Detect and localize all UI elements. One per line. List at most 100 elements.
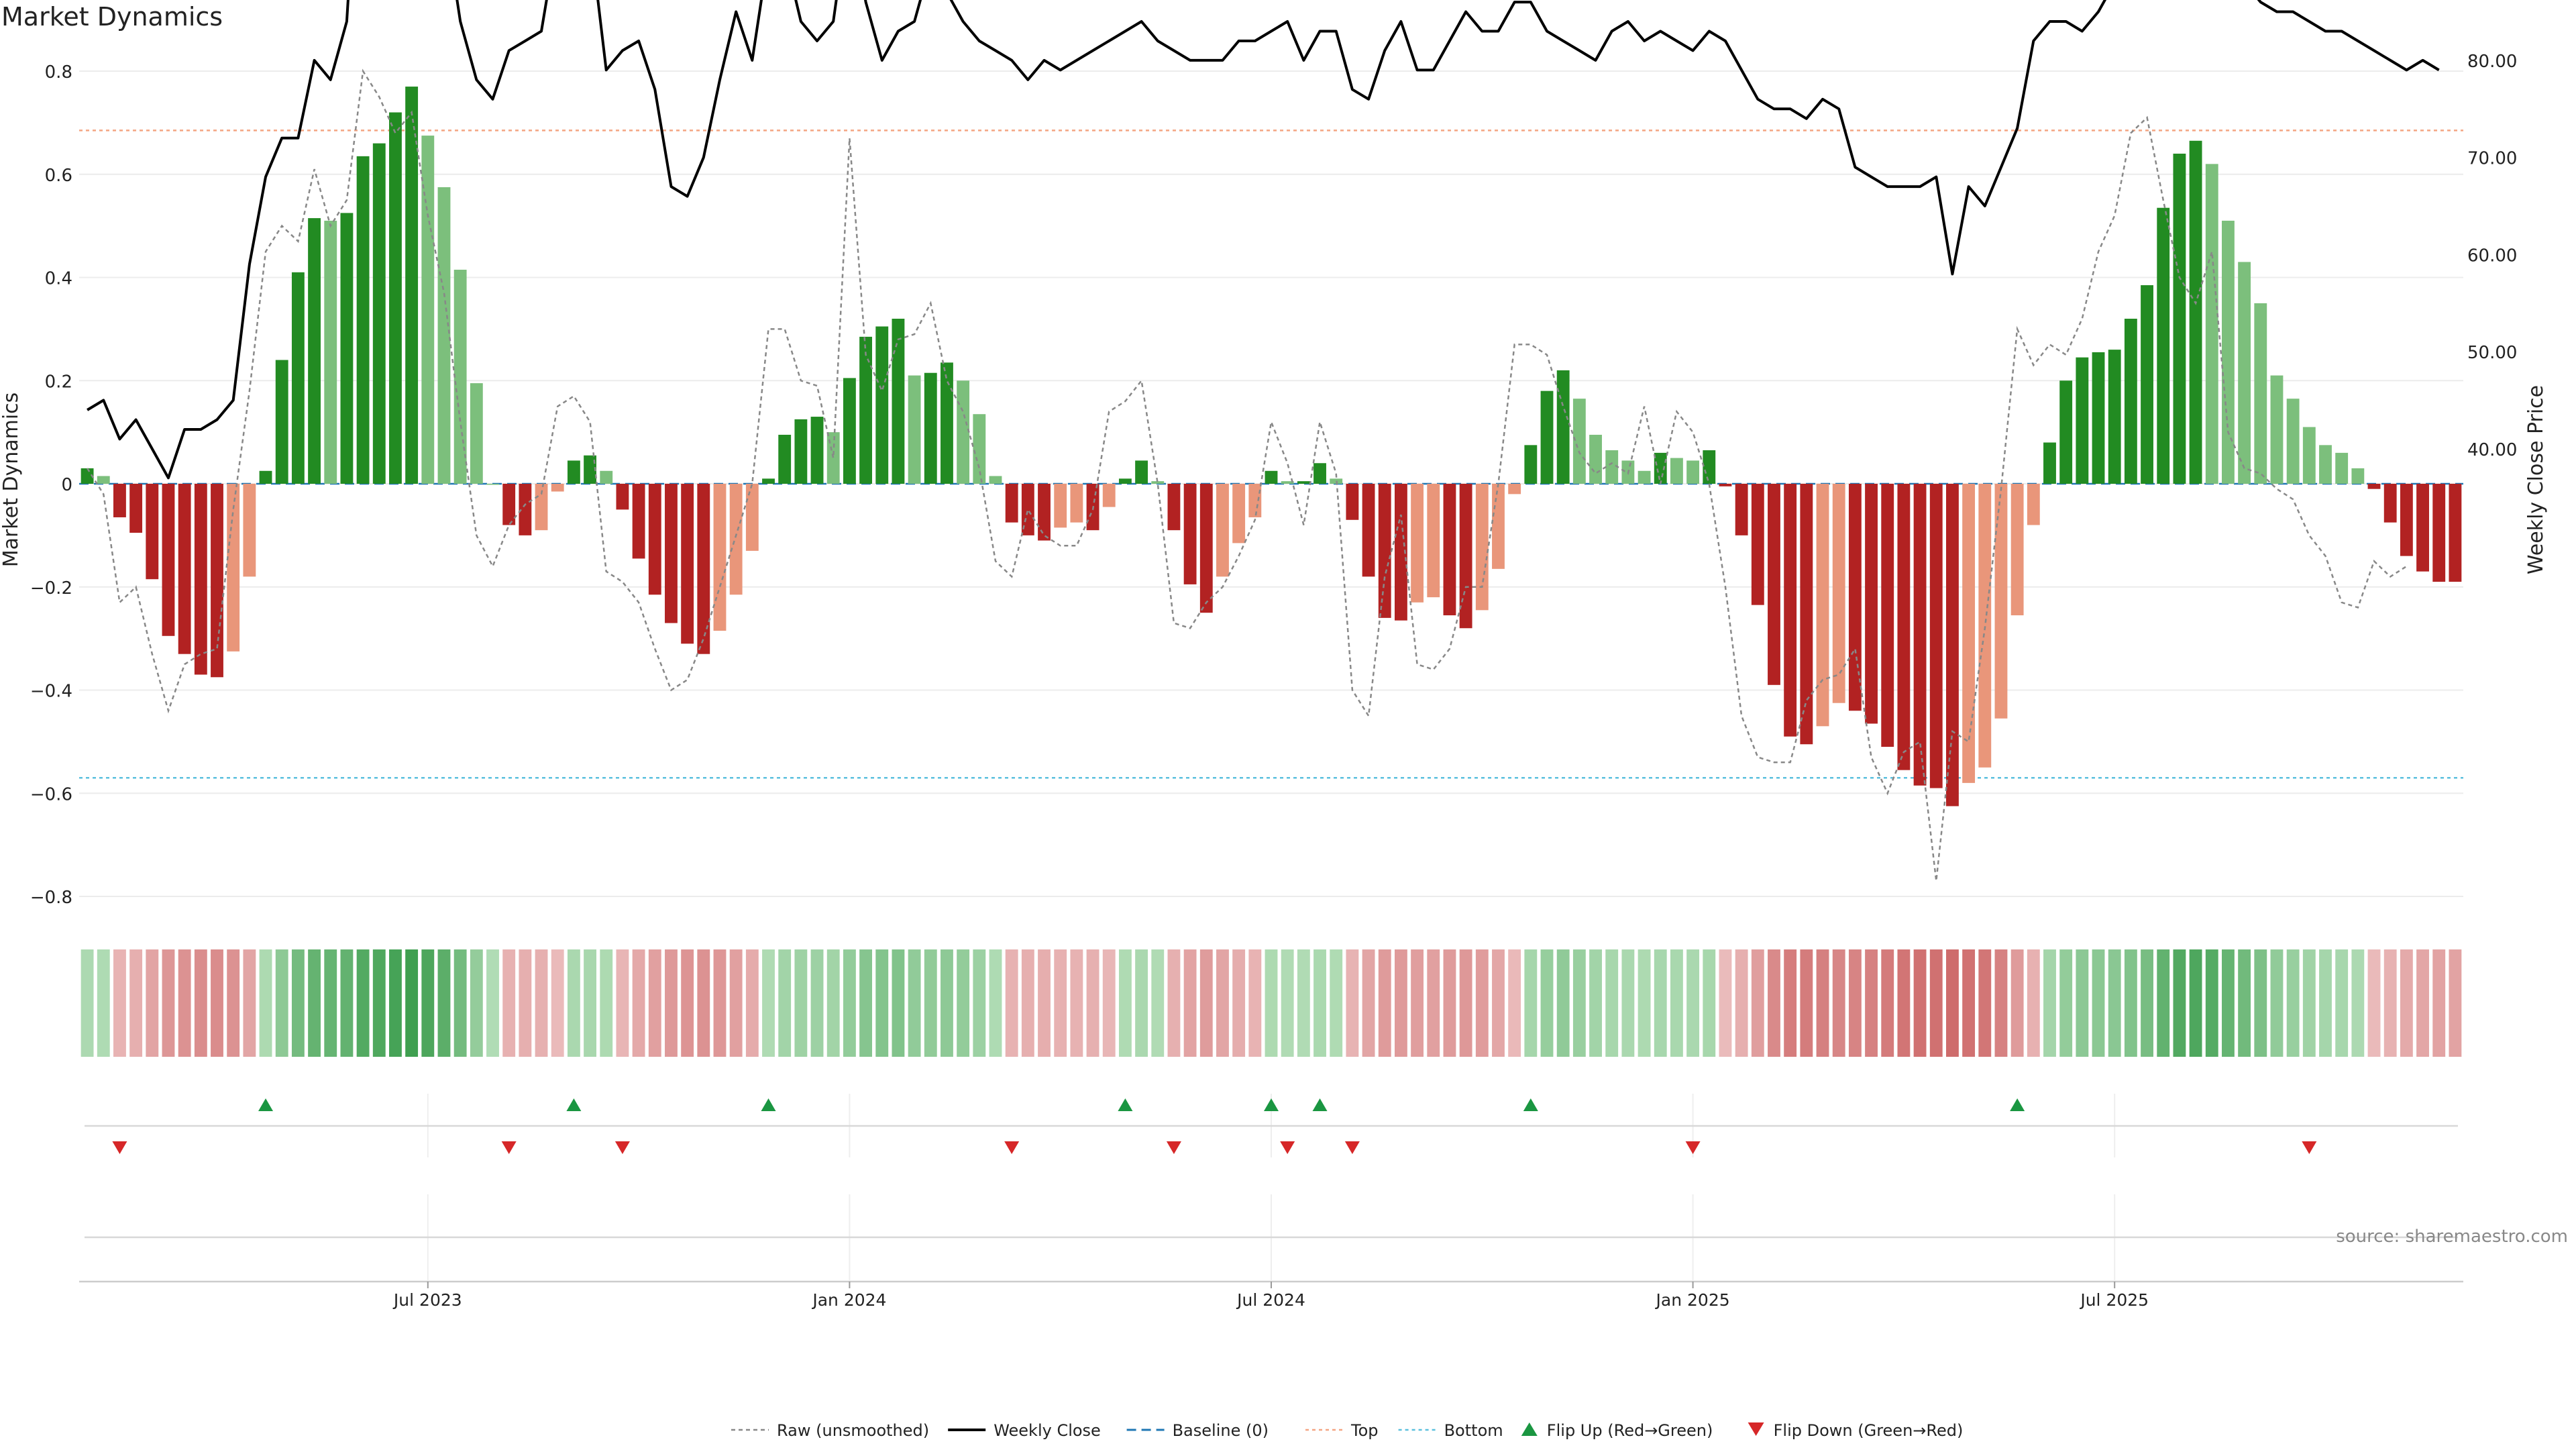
dynamics-bar bbox=[1816, 484, 1829, 727]
dynamics-bar bbox=[2027, 484, 2040, 525]
dynamics-bar bbox=[989, 476, 1002, 484]
heat-cell bbox=[1167, 949, 1181, 1057]
flip-down-marker bbox=[614, 1141, 630, 1154]
heat-cell bbox=[178, 949, 191, 1057]
heat-cell bbox=[957, 949, 970, 1057]
dynamics-bar bbox=[648, 484, 661, 595]
dynamics-bar bbox=[308, 218, 321, 484]
dynamics-bar bbox=[211, 484, 223, 678]
heat-cell bbox=[1913, 949, 1927, 1057]
heat-cell bbox=[1589, 949, 1602, 1057]
heat-cell bbox=[1784, 949, 1797, 1057]
heat-cell bbox=[519, 949, 532, 1057]
heat-cell bbox=[1848, 949, 1862, 1057]
left-tick-label: 0 bbox=[61, 475, 72, 495]
heat-cell bbox=[2059, 949, 2073, 1057]
dynamics-bar bbox=[1232, 484, 1246, 543]
heat-cell bbox=[356, 949, 370, 1057]
dynamics-bar bbox=[632, 484, 645, 559]
heat-cell bbox=[2157, 949, 2170, 1057]
weekly-close-line bbox=[87, 0, 2440, 480]
right-tick-label: 70.00 bbox=[2467, 149, 2517, 169]
heat-cell bbox=[535, 949, 548, 1057]
heat-strip bbox=[80, 949, 2462, 1057]
heat-cell bbox=[648, 949, 661, 1057]
dynamics-bar bbox=[2254, 303, 2267, 484]
dynamics-bar bbox=[291, 272, 305, 484]
dynamics-bar bbox=[1135, 460, 1148, 484]
dynamics-bar bbox=[778, 434, 792, 484]
heat-cell bbox=[826, 949, 840, 1057]
heat-cell bbox=[973, 949, 986, 1057]
heat-cell bbox=[129, 949, 143, 1057]
dynamics-bar bbox=[2076, 357, 2089, 484]
heat-cell bbox=[1638, 949, 1651, 1057]
heat-cell bbox=[584, 949, 597, 1057]
heat-cell bbox=[794, 949, 808, 1057]
heat-cell bbox=[1686, 949, 1700, 1057]
left-tick-label: −0.2 bbox=[30, 578, 72, 599]
heat-cell bbox=[1945, 949, 1959, 1057]
heat-cell bbox=[1199, 949, 1213, 1057]
dynamics-bar bbox=[227, 484, 240, 652]
dynamics-bar bbox=[1540, 391, 1554, 484]
heat-cell bbox=[2010, 949, 2024, 1057]
dynamics-bar bbox=[97, 476, 110, 484]
heat-cell bbox=[2319, 949, 2332, 1057]
dynamics-bar bbox=[535, 484, 548, 531]
dynamics-bar bbox=[372, 143, 386, 484]
dynamics-bar bbox=[616, 484, 629, 510]
heat-cell bbox=[2238, 949, 2251, 1057]
heat-cell bbox=[600, 949, 613, 1057]
legend-swatch bbox=[1521, 1422, 1538, 1436]
heat-cell bbox=[2189, 949, 2202, 1057]
heat-cell bbox=[1183, 949, 1197, 1057]
heat-cell bbox=[1005, 949, 1018, 1057]
heat-cell bbox=[1135, 949, 1148, 1057]
heat-cell bbox=[1378, 949, 1391, 1057]
dynamics-bar bbox=[2238, 262, 2251, 484]
flip-up-marker bbox=[1118, 1098, 1133, 1111]
dynamics-bar bbox=[146, 484, 159, 580]
heat-cell bbox=[2286, 949, 2300, 1057]
dynamics-bar bbox=[859, 336, 873, 484]
x-tick-label: Jul 2025 bbox=[2079, 1290, 2149, 1310]
x-tick-label: Jan 2025 bbox=[1655, 1290, 1730, 1310]
dynamics-bar bbox=[1848, 484, 1862, 711]
dynamics-bar bbox=[1686, 460, 1700, 484]
heat-cell bbox=[843, 949, 856, 1057]
dynamics-bar bbox=[1605, 450, 1619, 484]
dynamics-bar bbox=[2205, 164, 2218, 484]
left-axis-label: Market Dynamics bbox=[0, 393, 23, 568]
heat-cell bbox=[1572, 949, 1586, 1057]
heat-cell bbox=[405, 949, 419, 1057]
dynamics-bar bbox=[745, 484, 759, 551]
legend-label: Flip Down (Green→Red) bbox=[1774, 1421, 1964, 1440]
flip-down-marker bbox=[2302, 1141, 2317, 1154]
heat-cell bbox=[1962, 949, 1976, 1057]
flip-up-marker bbox=[566, 1098, 582, 1111]
heat-cell bbox=[778, 949, 792, 1057]
heat-cell bbox=[1768, 949, 1780, 1057]
heat-cell bbox=[1475, 949, 1489, 1057]
heat-cell bbox=[1297, 949, 1310, 1057]
dynamics-bar bbox=[1897, 484, 1911, 770]
dynamics-bar bbox=[1199, 484, 1213, 613]
dynamics-bar bbox=[665, 484, 678, 623]
legend-label: Top bbox=[1350, 1421, 1379, 1440]
heat-cell bbox=[1524, 949, 1538, 1057]
dynamics-bar bbox=[1978, 484, 1992, 768]
heat-cell bbox=[1556, 949, 1570, 1057]
flip-up-marker bbox=[258, 1098, 274, 1111]
dynamics-bar bbox=[470, 383, 483, 484]
heat-cell bbox=[227, 949, 240, 1057]
heat-cell bbox=[470, 949, 483, 1057]
dynamics-bar bbox=[1865, 484, 1878, 724]
main-gridlines bbox=[79, 70, 2463, 897]
dynamics-bar bbox=[875, 326, 889, 484]
dynamics-bar bbox=[1654, 452, 1667, 484]
dynamics-bar bbox=[1216, 484, 1229, 577]
dynamics-bar bbox=[1459, 484, 1472, 629]
heat-cell bbox=[389, 949, 402, 1057]
dynamics-bar bbox=[275, 360, 288, 484]
